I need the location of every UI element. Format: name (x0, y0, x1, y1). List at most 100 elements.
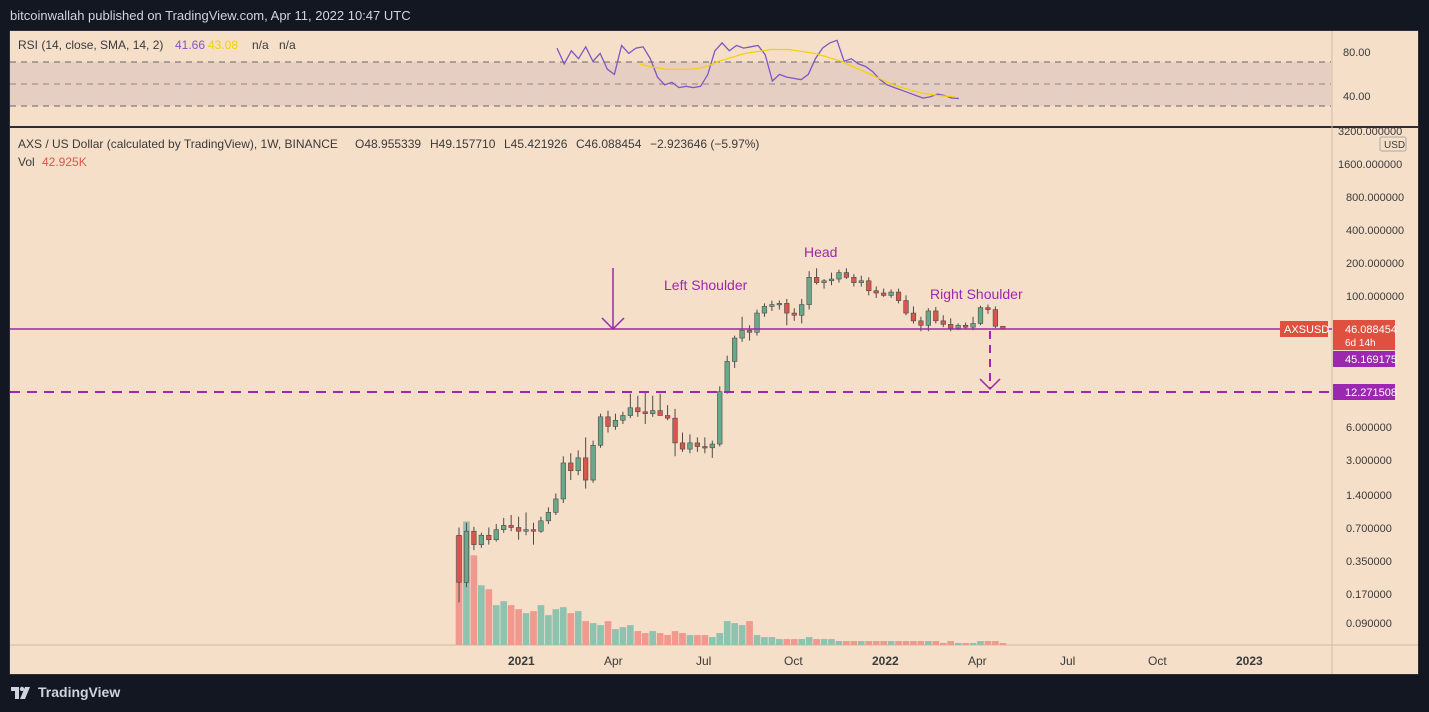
candle-body (515, 527, 522, 532)
candle (910, 306, 917, 324)
candle (717, 386, 723, 447)
candle (583, 437, 589, 489)
volume-bar (761, 637, 768, 645)
candle (687, 434, 693, 454)
rsi-legend-value: 41.66 (175, 38, 205, 52)
candle (903, 295, 909, 316)
candle-body (575, 457, 581, 472)
chart-svg[interactable]: RSI (14, close, SMA, 14, 2) 41.66 43.08 … (10, 31, 1418, 674)
volume-bar (738, 625, 746, 645)
candle-body (672, 417, 678, 444)
candle (538, 516, 544, 533)
price-tick: 1.400000 (1346, 490, 1392, 502)
rsi-tick-40: 40.00 (1343, 91, 1371, 103)
candle (732, 335, 738, 368)
candle-body (851, 277, 857, 283)
candle-body (508, 525, 514, 528)
candle-body (545, 512, 551, 522)
time-tick: Oct (1148, 654, 1167, 668)
volume-bar (582, 621, 589, 645)
volume-bar (910, 641, 917, 645)
time-tick: 2022 (872, 654, 899, 668)
volume-bar (589, 623, 597, 645)
candle (545, 507, 551, 525)
volume-bar (798, 639, 806, 645)
time-tick: 2023 (1236, 654, 1263, 668)
candle-body (456, 534, 462, 583)
volume-bar (649, 631, 657, 645)
volume-bar (850, 641, 858, 645)
volume-bar (977, 641, 984, 645)
volume-bar (552, 609, 560, 645)
tradingview-logo[interactable]: TradingView (11, 684, 120, 700)
candle (940, 315, 946, 328)
volume-bar (917, 641, 925, 645)
candle (895, 288, 902, 304)
candle (575, 450, 581, 476)
volume-bar (679, 633, 686, 645)
candle (746, 325, 753, 341)
candle (985, 304, 991, 314)
projection-arrow-head (979, 378, 1001, 391)
candles (456, 268, 1006, 603)
volume-bar (969, 643, 977, 645)
candle-body (523, 529, 529, 532)
candle (784, 298, 790, 326)
time-tick: Jul (1060, 654, 1075, 668)
volume-bar (992, 641, 999, 645)
candle (821, 279, 827, 289)
candle-body (866, 280, 872, 292)
volume-bar (984, 641, 992, 645)
candle-body (717, 391, 723, 445)
volume-bar (641, 633, 649, 645)
price-axis[interactable]: 3200.000000 USD 1600.000000 800.000000 4… (1338, 126, 1407, 630)
rsi-line (556, 39, 960, 100)
label-right-shoulder: Right Shoulder (930, 286, 1023, 302)
candle-body (605, 416, 611, 427)
volume-bar (567, 613, 575, 645)
volume-bar (604, 621, 612, 645)
ohlc-close: C46.088454 (576, 137, 642, 151)
candle (888, 289, 894, 298)
volume-bar (619, 627, 627, 645)
candle-body (687, 442, 693, 450)
chart-frame[interactable]: RSI (14, close, SMA, 14, 2) 41.66 43.08 … (9, 30, 1419, 675)
candle-body (590, 444, 596, 481)
price-tick: 0.350000 (1346, 556, 1392, 568)
candle-body (530, 529, 537, 532)
volume-bar (485, 589, 493, 645)
candle (471, 526, 477, 551)
volume-bar (857, 641, 865, 645)
volume-bar (939, 643, 947, 645)
volume-bar (902, 641, 910, 645)
volume-bar (932, 641, 940, 645)
label-head: Head (804, 244, 837, 260)
candle-body (970, 323, 976, 328)
candle (508, 514, 514, 532)
candle-body (612, 419, 619, 427)
candle-body (679, 442, 686, 450)
candle-body (791, 312, 797, 316)
time-tick: Oct (784, 654, 803, 668)
candle-body (657, 410, 663, 416)
candle-body (925, 310, 931, 326)
candle-body (955, 324, 961, 329)
candle (635, 395, 641, 417)
candle (530, 522, 537, 545)
candle-body (910, 312, 917, 322)
volume-bar (694, 635, 701, 645)
price-tick: 800.000000 (1346, 192, 1404, 204)
volume-bar (470, 555, 478, 645)
candle-body (761, 306, 768, 314)
volume-bar (559, 607, 567, 645)
rsi-sma-line (639, 48, 956, 98)
currency-box (1379, 136, 1407, 152)
volume-bar (478, 585, 485, 645)
candle-body (769, 304, 775, 307)
time-axis[interactable]: 2021 Apr Jul Oct 2022 Apr Jul Oct 2023 (508, 654, 1263, 668)
last-price: 46.088454 (1345, 324, 1397, 336)
price-tick: 0.090000 (1346, 618, 1392, 630)
candle-body (702, 446, 708, 449)
neckline-price-box (1333, 351, 1395, 367)
currency-label: USD (1384, 140, 1405, 151)
